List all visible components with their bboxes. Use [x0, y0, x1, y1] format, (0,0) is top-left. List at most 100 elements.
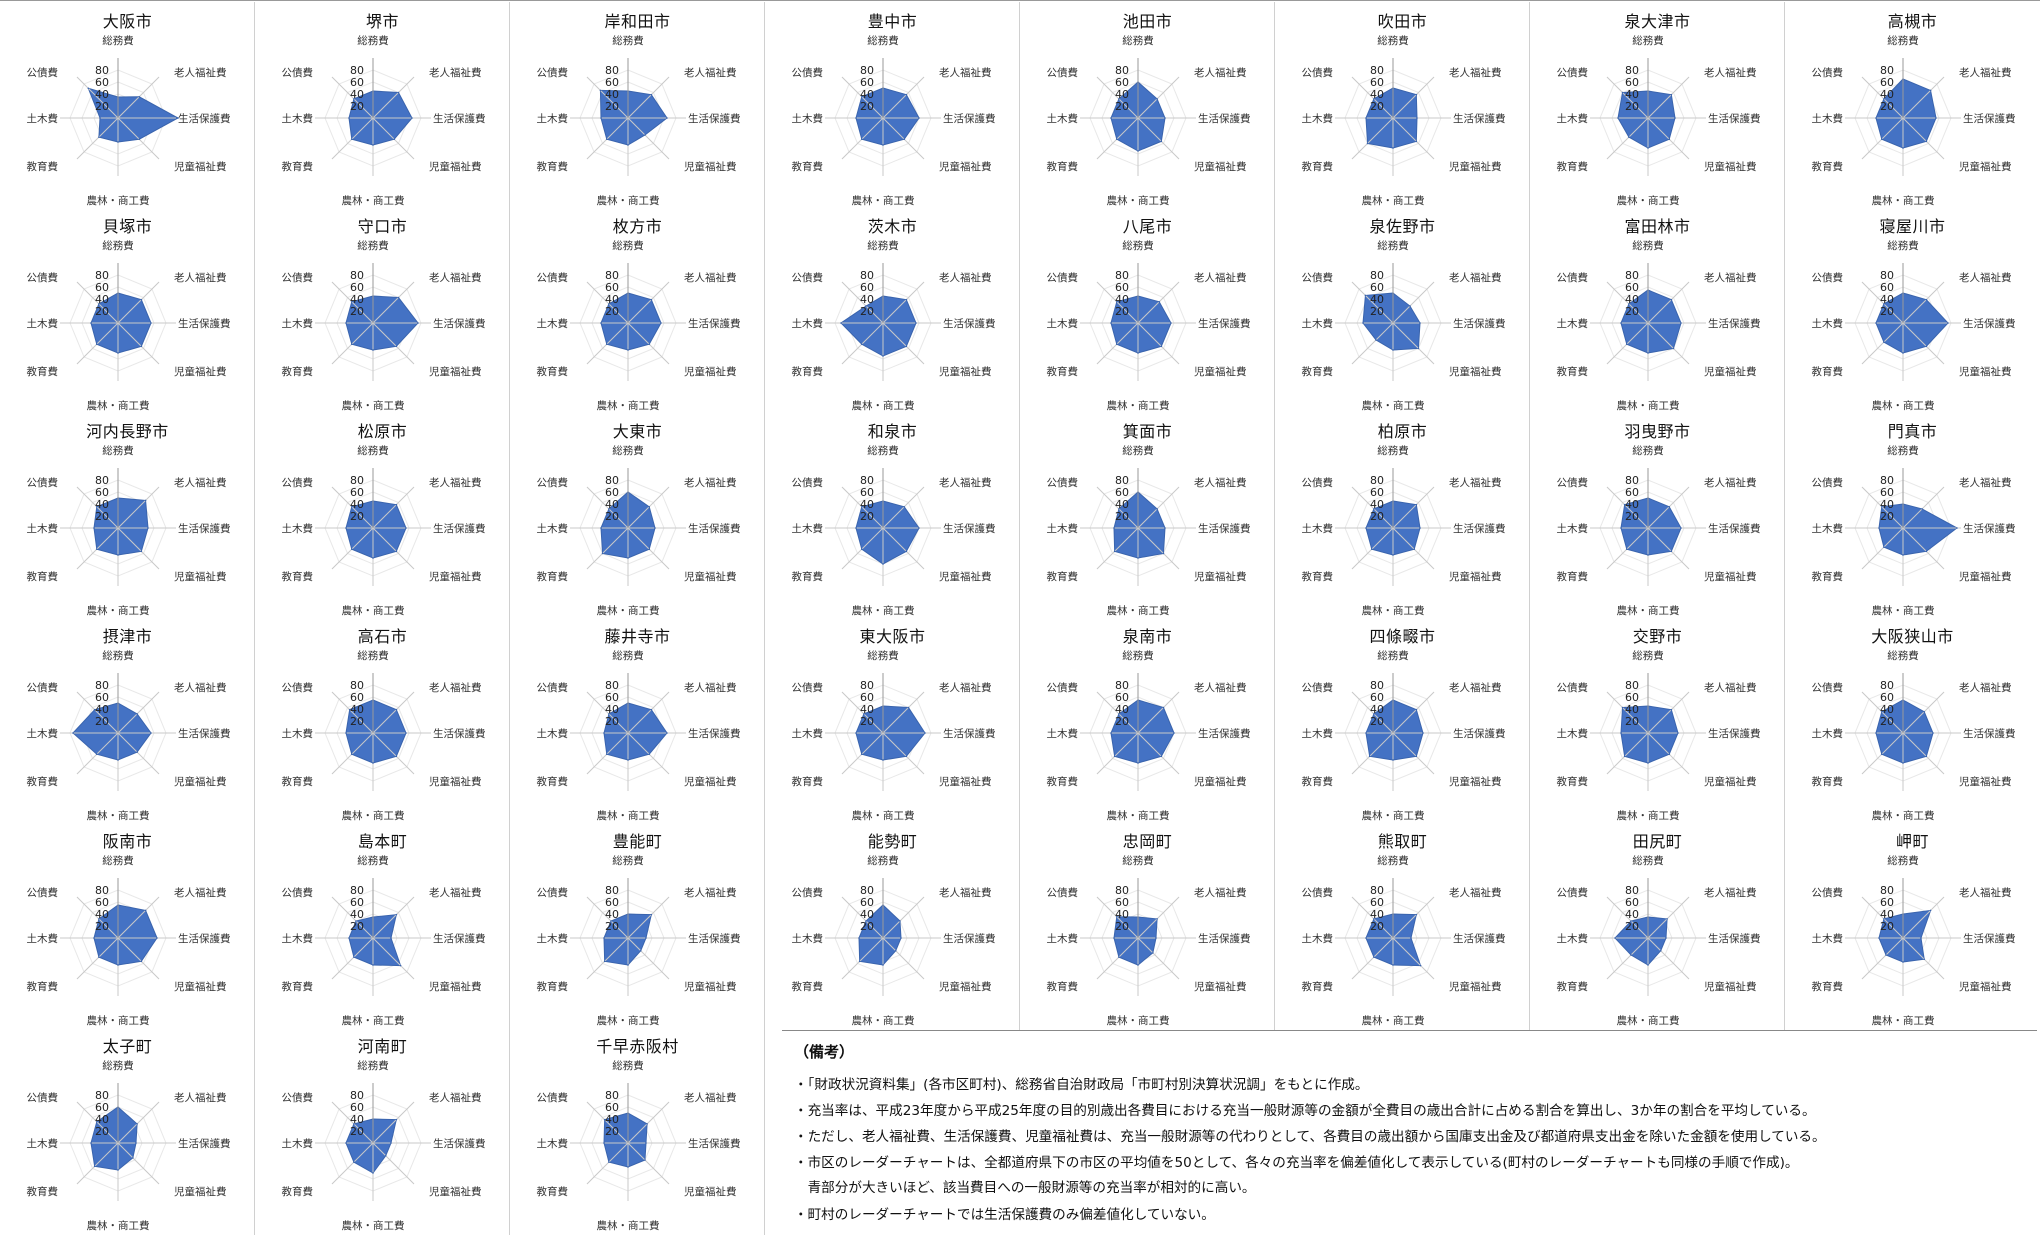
radar-tick-label: 80: [95, 884, 109, 897]
radar-tick-label: 40: [95, 293, 109, 306]
radar-axis-label: 土木費: [1302, 932, 1334, 945]
radar-axis-label: 教育費: [1557, 570, 1589, 583]
radar-axis-label: 児童福祉費: [1704, 775, 1757, 788]
radar-axis-label: 児童福祉費: [1959, 570, 2012, 583]
radar-axis-label: 児童福祉費: [429, 160, 482, 173]
radar-axis-label: 老人福祉費: [684, 1091, 737, 1104]
radar-tick-label: 80: [95, 679, 109, 692]
radar-axis-label: 児童福祉費: [1704, 365, 1757, 378]
radar-tick-label: 20: [1115, 920, 1129, 933]
radar-axis-label: 農林・商工費: [597, 809, 660, 822]
radar-point: [350, 548, 353, 551]
radar-axis-label: 公債費: [282, 1091, 314, 1104]
radar-axis-label: 教育費: [282, 160, 314, 173]
radar-point: [1419, 964, 1422, 967]
radar-axis-label: 公債費: [27, 1091, 59, 1104]
radar-axis-label: 児童福祉費: [174, 775, 227, 788]
radar-point: [150, 322, 152, 324]
radar-tick-label: 20: [860, 920, 874, 933]
radar-tick-label: 40: [95, 908, 109, 921]
radar-axis-line: [1606, 527, 1649, 570]
radar-axis-label: 教育費: [1047, 775, 1079, 788]
radar-tick-label: 20: [860, 100, 874, 113]
radar-point: [882, 563, 884, 565]
radar-axis-label: 生活保護費: [688, 522, 741, 535]
radar-axis-label: 児童福祉費: [1959, 365, 2012, 378]
radar-axis-line: [1902, 322, 1945, 365]
radar-point: [1118, 508, 1120, 510]
radar-axis-label: 土木費: [792, 317, 824, 330]
radar-axis-label: 農林・商工費: [1872, 809, 1935, 822]
radar-point: [1164, 117, 1166, 119]
radar-axis-label: 教育費: [792, 160, 824, 173]
radar-axis-label: 生活保護費: [178, 112, 231, 125]
radar-point: [1118, 98, 1120, 100]
radar-axis-label: 農林・商工費: [1107, 1014, 1170, 1027]
radar-axis-line: [882, 691, 925, 734]
radar-point: [395, 1118, 398, 1121]
radar-tick-label: 40: [95, 498, 109, 511]
radar-tick-label: 40: [1370, 498, 1384, 511]
chart-title: 羽曳野市: [1624, 422, 1691, 441]
radar-axis-line: [1392, 76, 1435, 119]
radar-axis-line: [117, 1142, 160, 1185]
radar-axis-label: 老人福祉費: [1704, 681, 1757, 694]
radar-point: [1647, 554, 1649, 556]
radar-axis-label: 農林・商工費: [1362, 399, 1425, 412]
radar-axis-label: 老人福祉費: [939, 886, 992, 899]
radar-tick-label: 80: [1880, 269, 1894, 282]
radar-axis-label: 教育費: [1557, 980, 1589, 993]
radar-axis-line: [331, 322, 374, 365]
radar-axis-label: 児童福祉費: [429, 365, 482, 378]
radar-axis-line: [627, 732, 670, 775]
radar-axis-label: 土木費: [1302, 727, 1334, 740]
radar-point: [395, 755, 398, 758]
radar-point: [177, 117, 179, 119]
radar-axis-label: 生活保護費: [688, 112, 741, 125]
radar-point: [894, 949, 897, 952]
radar-axis-label: 生活保護費: [1198, 317, 1251, 330]
radar-axis-line: [1137, 322, 1180, 365]
radar-axis-label: 公債費: [1557, 681, 1589, 694]
radar-point: [840, 322, 842, 324]
radar-point: [605, 138, 608, 141]
radar-point: [393, 138, 396, 141]
radar-axis-line: [76, 732, 119, 775]
radar-axis-label: 教育費: [27, 570, 59, 583]
radar-axis-label: 生活保護費: [1198, 112, 1251, 125]
radar-chart: 豊能町 20 40 60 80 総務費 老人福祉費 生活保護費 児童福祉費 農林・商工費 教育費 土木…: [510, 820, 765, 1027]
radar-axis-label: 老人福祉費: [1449, 681, 1502, 694]
radar-tick-label: 40: [860, 498, 874, 511]
radar-tick-label: 40: [860, 703, 874, 716]
radar-point: [397, 296, 400, 299]
radar-point: [1415, 140, 1418, 143]
radar-axis-label: 公債費: [792, 886, 824, 899]
radar-axis-line: [627, 76, 670, 119]
radar-chart: 堺市 20 40 60 80 総務費 老人福祉費 生活保護費 児童福祉費 農林・商工費 教育費 土木費…: [255, 0, 510, 207]
radar-axis-label: 公債費: [27, 476, 59, 489]
radar-tick-label: 20: [1115, 305, 1129, 318]
chart-title: 富田林市: [1624, 217, 1691, 236]
chart-title: 八尾市: [1122, 217, 1173, 236]
radar-axis-label: 生活保護費: [178, 932, 231, 945]
radar-point: [1875, 732, 1877, 734]
chart-title: 寝屋川市: [1879, 217, 1946, 236]
radar-axis-label: 児童福祉費: [1194, 570, 1247, 583]
radar-tick-label: 80: [95, 269, 109, 282]
radar-axis-label: 土木費: [1812, 317, 1844, 330]
radar-tick-label: 20: [350, 920, 364, 933]
radar-point: [1368, 755, 1371, 758]
radar-tick-label: 80: [1880, 679, 1894, 692]
radar-point: [1878, 937, 1880, 939]
radar-tick-label: 80: [95, 1089, 109, 1102]
column-divider: [1019, 2, 1020, 1030]
radar-point: [1883, 341, 1885, 343]
radar-tick-label: 80: [1115, 269, 1129, 282]
radar-axis-label: 老人福祉費: [174, 681, 227, 694]
radar-tick-label: 60: [1370, 76, 1384, 89]
radar-point: [1392, 554, 1394, 556]
